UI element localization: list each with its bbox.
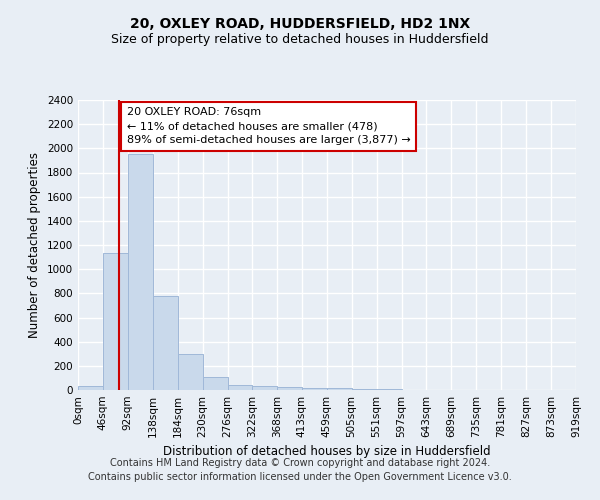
Text: 20 OXLEY ROAD: 76sqm
← 11% of detached houses are smaller (478)
89% of semi-deta: 20 OXLEY ROAD: 76sqm ← 11% of detached h… <box>127 108 410 146</box>
Bar <box>327 388 352 390</box>
Text: Size of property relative to detached houses in Huddersfield: Size of property relative to detached ho… <box>111 32 489 46</box>
Bar <box>103 254 128 390</box>
Bar <box>78 386 103 390</box>
Bar <box>277 387 302 390</box>
Bar <box>302 388 327 390</box>
Y-axis label: Number of detached properties: Number of detached properties <box>28 152 41 338</box>
Bar <box>128 154 153 390</box>
Bar <box>227 384 253 390</box>
Bar <box>178 354 203 390</box>
X-axis label: Distribution of detached houses by size in Huddersfield: Distribution of detached houses by size … <box>163 446 491 458</box>
Text: 20, OXLEY ROAD, HUDDERSFIELD, HD2 1NX: 20, OXLEY ROAD, HUDDERSFIELD, HD2 1NX <box>130 18 470 32</box>
Text: Contains HM Land Registry data © Crown copyright and database right 2024.
Contai: Contains HM Land Registry data © Crown c… <box>88 458 512 482</box>
Bar <box>203 378 227 390</box>
Bar <box>153 296 178 390</box>
Bar <box>253 386 277 390</box>
